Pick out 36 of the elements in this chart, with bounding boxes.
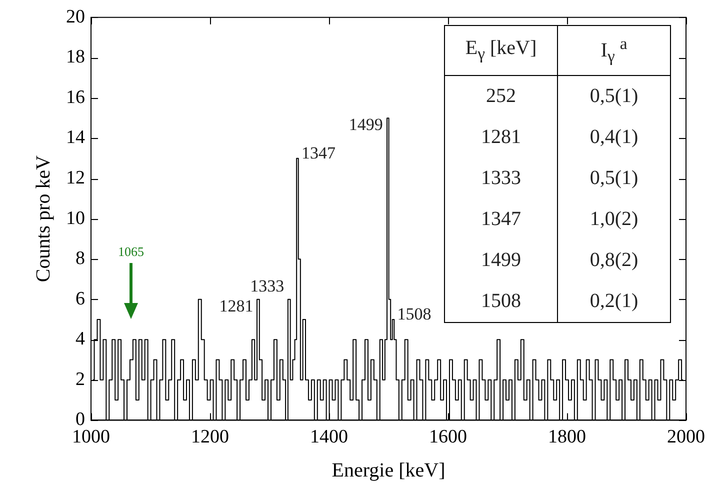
y-tick-label: 6: [76, 288, 85, 310]
annotation: 0,5(1): [558, 76, 670, 118]
x-tick-label: 1400: [310, 426, 348, 448]
annotation: 0,4(1): [558, 117, 670, 158]
y-tick-label: 10: [66, 208, 85, 229]
annotation: 1065: [117, 244, 145, 260]
annotation: 1508: [397, 304, 432, 324]
annotation: 0,2(1): [558, 281, 670, 323]
y-tick-label: 20: [66, 6, 85, 28]
annotation: 1333: [250, 276, 284, 296]
x-axis-title: Energie [keV]: [332, 459, 446, 482]
annotation: 252: [444, 76, 558, 118]
annotation: 1508: [444, 281, 558, 323]
y-tick-label: 4: [76, 328, 86, 350]
y-tick-label: 18: [66, 46, 85, 68]
x-tick-label: 2000: [667, 426, 705, 448]
annotation: 1499: [348, 115, 383, 134]
y-tick-label: 2: [76, 368, 85, 390]
annotation: 1333: [444, 158, 558, 200]
annotation: 1,0(2): [558, 199, 670, 240]
annotation: E$_{γ}$ [keV]: [444, 26, 558, 76]
x-tick-label: 1600: [429, 426, 467, 448]
x-tick-label: 1800: [548, 426, 586, 448]
y-axis-title: Counts pro keV: [32, 154, 54, 282]
annotation: 1347: [444, 199, 558, 240]
y-tick-label: 8: [76, 248, 85, 270]
annotation: 1499: [444, 240, 558, 282]
y-tick-label: 16: [66, 86, 85, 108]
annotation: 0,8(2): [558, 240, 670, 282]
annotation: 1281: [444, 117, 558, 158]
annotation: 0,5(1): [558, 158, 670, 200]
x-tick-label: 1200: [191, 426, 229, 448]
y-tick-label: 12: [66, 168, 85, 189]
annotation: 1281: [219, 296, 254, 316]
annotation: 1347: [301, 143, 336, 162]
y-tick-label: 14: [66, 127, 86, 148]
